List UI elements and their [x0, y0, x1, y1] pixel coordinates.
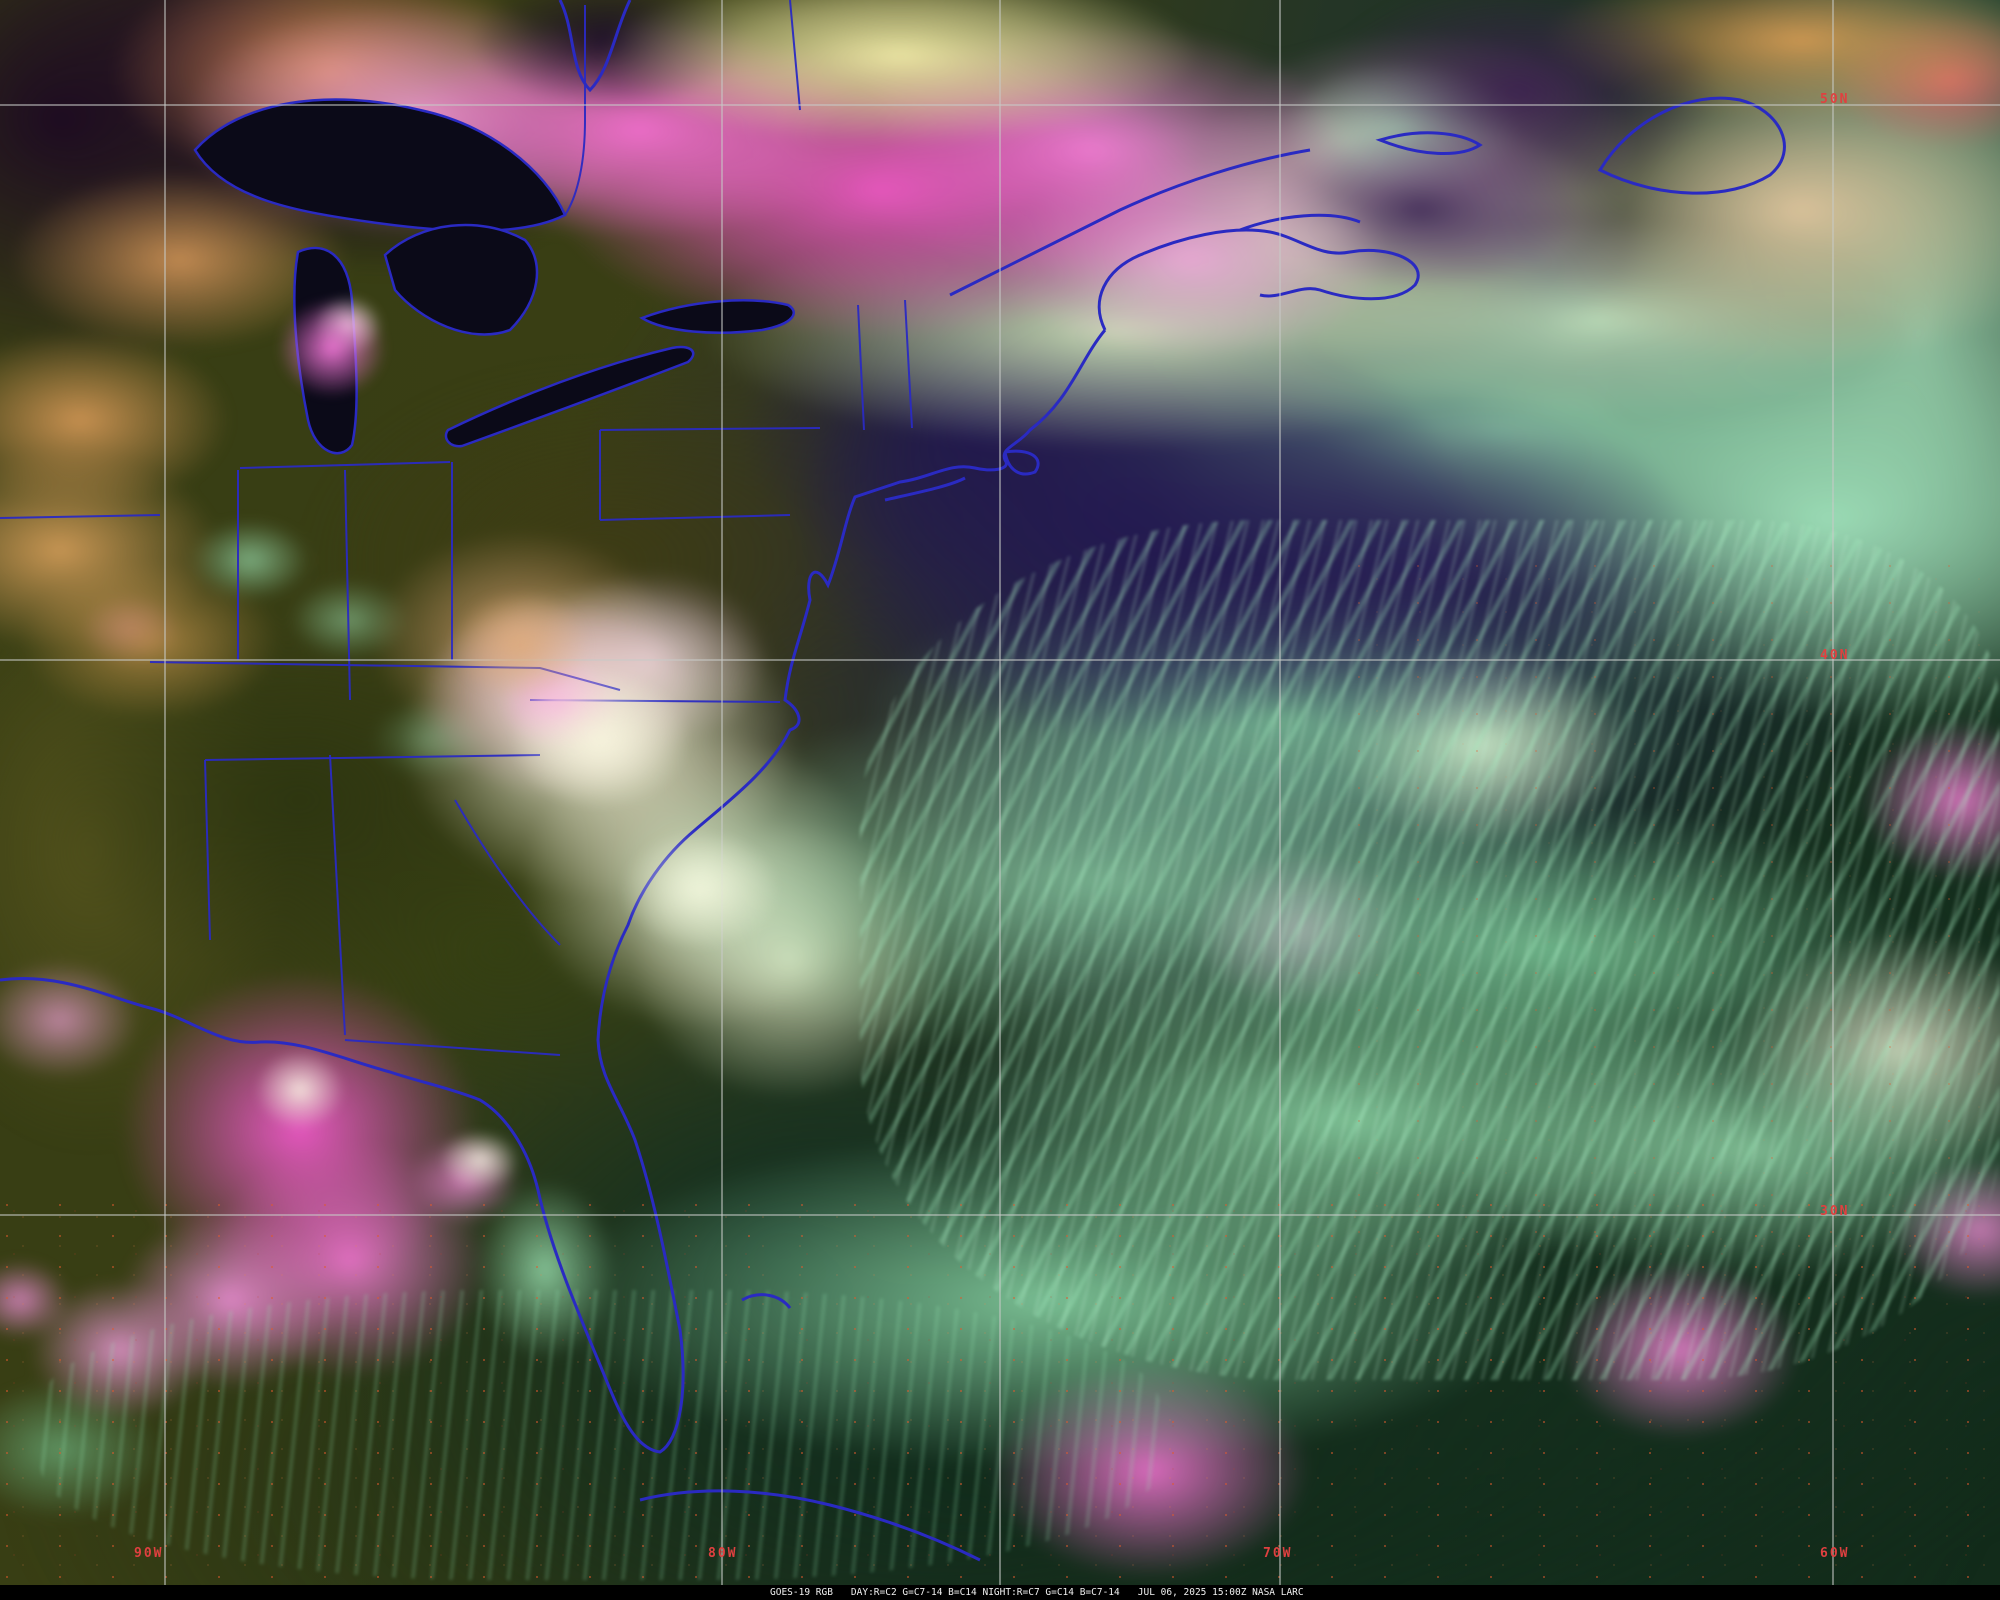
caption-product: GOES-19 RGB	[770, 1586, 833, 1598]
longitude-label: 60W	[1820, 1546, 1850, 1561]
latitude-label: 30N	[1820, 1204, 1850, 1219]
longitude-label: 80W	[708, 1546, 738, 1561]
longitude-label: 70W	[1263, 1546, 1293, 1561]
longitude-label: 90W	[134, 1546, 164, 1561]
latitude-label: 40N	[1820, 648, 1850, 663]
caption-datetime: JUL 06, 2025 15:00Z NASA LARC	[1137, 1586, 1304, 1598]
latitude-label: 50N	[1820, 92, 1850, 107]
caption-recipe: DAY:R=C2 G=C7-14 B=C14 NIGHT:R=C7 G=C14 …	[850, 1586, 1120, 1598]
caption-bar: GOES-19 RGB DAY:R=C2 G=C7-14 B=C14 NIGHT…	[0, 1585, 2000, 1600]
